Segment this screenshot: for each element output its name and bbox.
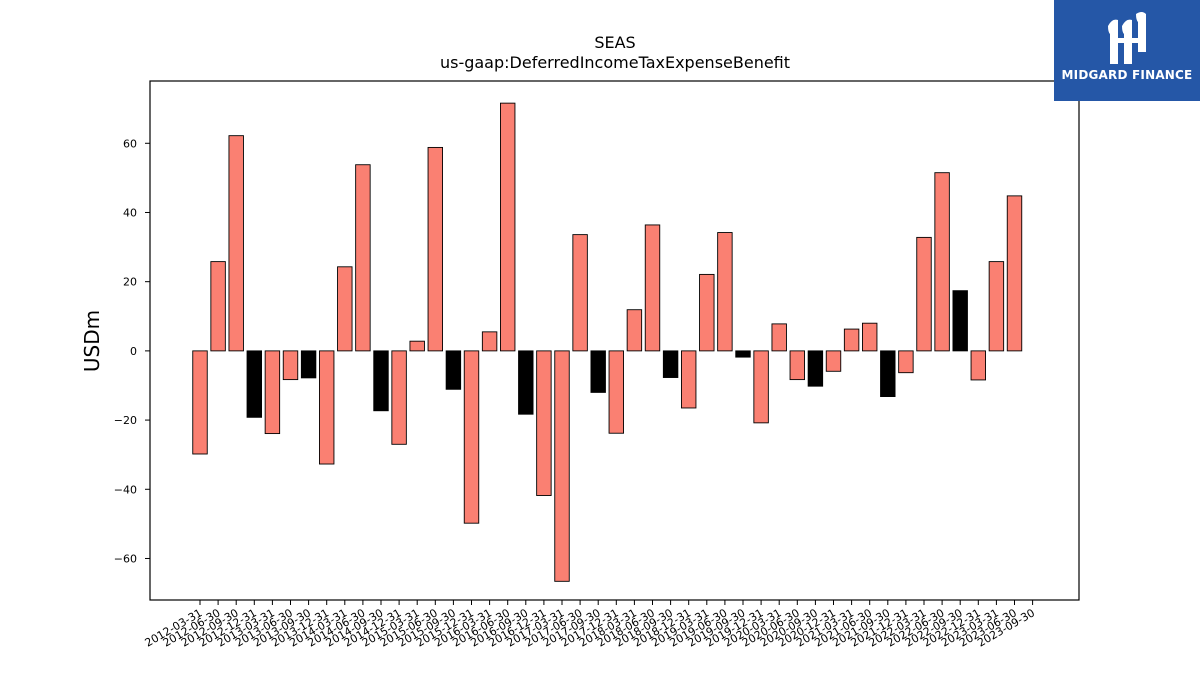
x-ticks-group: 2012-03-312012-06-302012-09-302012-12-31… [143, 600, 1037, 650]
bar-2020-09-30 [807, 350, 824, 387]
bar-2014-06-30 [355, 164, 371, 352]
y-tick-label: 40 [123, 206, 137, 219]
bar-2022-09-30 [952, 290, 968, 352]
bar-2017-12-31 [608, 350, 624, 434]
bar-2023-03-31 [988, 261, 1005, 352]
bar-2014-03-31 [337, 266, 353, 352]
bar-2015-09-30 [445, 350, 462, 390]
bar-2015-03-31 [409, 340, 425, 352]
bar-2013-03-31 [264, 350, 281, 435]
bar-2013-09-30 [300, 350, 317, 379]
bar-2013-12-31 [319, 350, 335, 465]
bar-2022-12-31 [970, 350, 986, 381]
bar-2016-09-30 [518, 350, 534, 415]
bar-2012-06-30 [210, 261, 226, 352]
bar-2021-12-31 [898, 350, 914, 374]
y-tick-label: 0 [130, 345, 137, 358]
bar-2014-12-31 [391, 350, 407, 445]
bar-2013-06-30 [282, 350, 299, 381]
chart-title: SEAS [594, 33, 635, 52]
bar-2019-12-31 [753, 350, 769, 424]
logo-text: MIDGARD FINANCE [1061, 68, 1193, 82]
y-ticks-group: −60 −40 −20 0 20 40 60 [114, 137, 150, 565]
bar-2012-09-30 [228, 135, 244, 352]
y-tick-label: 20 [123, 276, 137, 289]
y-axis-label: USDm [80, 310, 104, 372]
bar-2023-06-30 [1006, 195, 1023, 352]
chart-subtitle: us-gaap:DeferredIncomeTaxExpenseBenefit [440, 53, 790, 72]
bar-2021-03-31 [843, 328, 860, 352]
bar-2017-06-30 [572, 234, 588, 352]
bar-2021-09-30 [880, 350, 896, 398]
bar-2016-03-31 [481, 331, 498, 352]
y-tick-label: 60 [123, 137, 137, 150]
bar-2019-03-31 [699, 273, 715, 352]
bar-2014-09-30 [373, 350, 389, 412]
bar-2012-12-31 [246, 350, 263, 418]
y-tick-label: −40 [114, 483, 137, 496]
bar-2012-03-31 [192, 350, 208, 455]
bar-2016-12-31 [536, 350, 552, 496]
bar-2018-12-31 [681, 350, 697, 409]
bar-2017-03-31 [554, 350, 570, 582]
bar-2016-06-30 [500, 102, 516, 352]
bar-2017-09-30 [590, 350, 606, 393]
plot-frame [149, 80, 1080, 601]
bar-2019-09-30 [735, 350, 751, 358]
bars-group [192, 102, 1023, 582]
midgard-finance-logo: MIDGARD FINANCE [1054, 0, 1200, 101]
midgard-logo-icon [1108, 12, 1146, 65]
y-tick-label: −20 [114, 414, 137, 427]
bar-2018-03-31 [626, 309, 643, 352]
bar-2015-12-31 [463, 350, 480, 524]
bar-2018-06-30 [644, 224, 661, 352]
bar-2020-12-31 [825, 350, 842, 372]
bar-2019-06-30 [717, 232, 733, 352]
bar-2015-06-30 [427, 146, 443, 352]
bar-2022-06-30 [934, 172, 950, 352]
y-tick-label: −60 [114, 552, 137, 565]
bar-2022-03-31 [916, 236, 932, 352]
bar-2021-06-30 [862, 322, 878, 352]
bar-2018-09-30 [662, 350, 679, 378]
bar-2020-06-30 [789, 350, 805, 381]
bar-2020-03-31 [771, 323, 787, 352]
